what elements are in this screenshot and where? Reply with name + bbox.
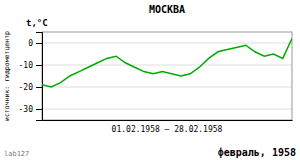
y-tick-mark: [36, 65, 42, 66]
y-tick-label: -30: [19, 105, 34, 114]
line: [42, 39, 292, 87]
y-tick-mark: [36, 43, 42, 44]
x-axis-line: [43, 120, 293, 121]
y-tick: 0: [28, 39, 42, 48]
y-tick-label: -20: [19, 83, 34, 92]
grid-line: [42, 65, 292, 66]
title: МОСКВА: [149, 4, 185, 15]
y-tick-label: 0: [28, 39, 33, 48]
source-label: источник: гидрометцентр: [3, 31, 11, 121]
y-tick: -30: [19, 105, 42, 114]
y-tick-mark: [36, 109, 42, 110]
grid-line: [42, 87, 292, 88]
x-axis-title: 01.02.1958 – 28.02.1958: [112, 125, 223, 134]
chart: 0 -10 -20 -30 МОСКВА t,°C 01.02.1958 – 28.02.1…: [0, 0, 300, 160]
y-axis-line: [36, 33, 43, 121]
y-axis-title: t,°C: [26, 18, 48, 28]
plot-frame: [42, 32, 292, 120]
y-tick: -20: [19, 83, 42, 92]
y-tick: -10: [19, 61, 42, 70]
footer-right: февраль, 1958: [218, 147, 296, 158]
grid-line: [42, 43, 292, 44]
x-axis: [43, 120, 293, 121]
grid-line: [42, 109, 292, 110]
footer-left: lab127: [4, 150, 29, 158]
series: [42, 39, 292, 87]
y-tick-label: -10: [19, 61, 34, 70]
y-tick-mark: [36, 87, 42, 88]
y-axis: 0 -10 -20 -30: [19, 33, 43, 121]
grid: [42, 43, 292, 109]
plot-area: 0 -10 -20 -30: [19, 32, 293, 121]
